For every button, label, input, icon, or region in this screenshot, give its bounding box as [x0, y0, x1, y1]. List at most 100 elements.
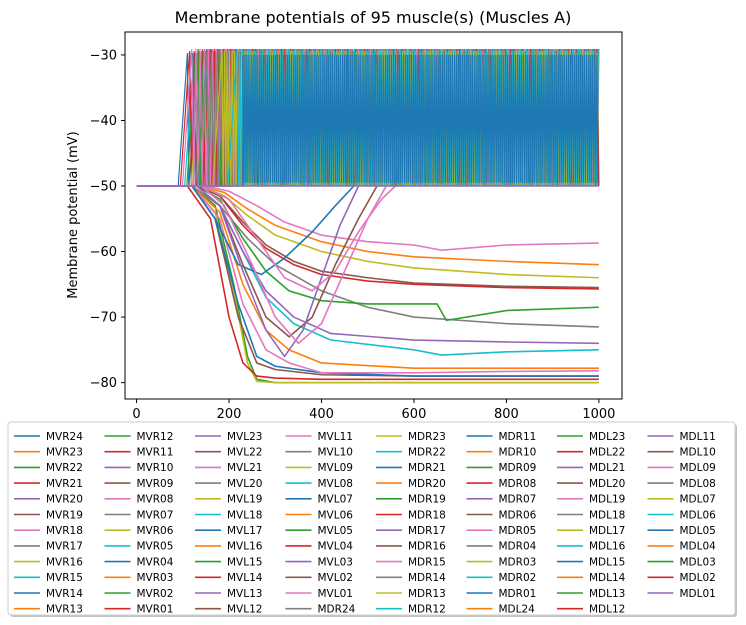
legend-label: MVL06 — [318, 509, 354, 521]
series-line — [136, 185, 599, 266]
legend-label: MDL07 — [680, 494, 716, 506]
legend-label: MDR23 — [408, 431, 446, 443]
legend-label: MVL08 — [318, 478, 353, 490]
legend-label: MVR11 — [137, 447, 174, 459]
legend-label: MVR01 — [137, 604, 174, 616]
legend-label: MDL16 — [589, 541, 626, 553]
legend-label: MDL20 — [589, 478, 625, 490]
legend-label: MVR05 — [137, 541, 174, 553]
series-line — [136, 185, 599, 369]
legend: MVR24 MVR23 MVR22 MVR21 MVR20 MVR19 MVR18 MVR17… — [7, 421, 737, 617]
legend-label: MDR17 — [408, 525, 446, 537]
legend-label: MDL14 — [589, 572, 626, 584]
legend-label: MDR18 — [408, 509, 446, 521]
legend-label: MDR05 — [499, 525, 537, 537]
legend-label: MDR08 — [499, 478, 537, 490]
y-tick-label: −80 — [90, 376, 117, 391]
legend-label: MDR21 — [408, 462, 446, 474]
x-axis: 0 200 400 600 800 1000 — [132, 399, 615, 422]
legend-label: MDL05 — [680, 525, 716, 537]
series-line-spiking — [242, 54, 599, 187]
legend-label: MVL21 — [227, 462, 262, 474]
y-tick-label: −60 — [90, 245, 117, 260]
series-line — [136, 185, 599, 374]
legend-label: MDR06 — [499, 509, 537, 521]
legend-label: MDR24 — [318, 604, 356, 616]
series-line — [136, 185, 599, 328]
legend-label: MDL03 — [680, 556, 716, 568]
legend-label: MDL15 — [589, 556, 625, 568]
legend-label: MDR22 — [408, 447, 446, 459]
legend-label: MVR19 — [46, 509, 83, 521]
legend-label: MVL13 — [227, 588, 262, 600]
y-tick-label: −40 — [90, 114, 117, 129]
series-line — [136, 185, 599, 322]
legend-label: MDL18 — [589, 509, 625, 521]
legend-label: MDR10 — [499, 447, 537, 459]
legend-label: MVL10 — [318, 447, 353, 459]
legend-label: MVL23 — [227, 431, 262, 443]
legend-label: MVR03 — [137, 572, 174, 584]
legend-label: MDR04 — [499, 541, 537, 553]
legend-label: MVL05 — [318, 525, 353, 537]
legend-label: MVR07 — [137, 509, 174, 521]
legend-label: MVR15 — [46, 572, 83, 584]
legend-label: MVR10 — [137, 462, 174, 474]
series-line — [136, 185, 355, 276]
legend-label: MDL06 — [680, 509, 717, 521]
x-tick-label: 200 — [217, 407, 242, 422]
legend-label: MDR01 — [499, 588, 537, 600]
y-tick-label: −50 — [90, 180, 117, 195]
legend-label: MVR20 — [46, 494, 83, 506]
series-line — [136, 185, 599, 381]
chart-title: Membrane potentials of 95 muscle(s) (Mus… — [175, 8, 572, 27]
y-tick-label: −30 — [90, 48, 117, 63]
legend-label: MVR14 — [46, 588, 83, 600]
legend-label: MDL08 — [680, 478, 716, 490]
legend-label: MVL09 — [318, 462, 353, 474]
legend-label: MVR13 — [46, 604, 83, 616]
legend-label: MVR18 — [46, 525, 83, 537]
x-tick-label: 800 — [494, 407, 519, 422]
legend-label: MVL20 — [227, 478, 262, 490]
legend-label: MDL19 — [589, 494, 625, 506]
legend-label: MVR12 — [137, 431, 174, 443]
legend-label: MVR02 — [137, 588, 174, 600]
y-tick-label: −70 — [90, 311, 117, 326]
legend-label: MDL17 — [589, 525, 625, 537]
legend-label: MVR24 — [46, 431, 83, 443]
legend-label: MDL11 — [680, 431, 716, 443]
x-tick-label: 400 — [309, 407, 334, 422]
plot-frame — [124, 31, 623, 400]
legend-label: MVL18 — [227, 509, 262, 521]
legend-label: MDR02 — [499, 572, 537, 584]
y-axis: −30 −40 −50 −60 −70 −80 — [90, 48, 125, 391]
legend-label: MDL22 — [589, 447, 625, 459]
legend-label: MDR13 — [408, 588, 446, 600]
legend-label: MVR06 — [137, 525, 174, 537]
legend-label: MVL17 — [227, 525, 262, 537]
legend-label: MDR15 — [408, 556, 446, 568]
x-tick-label: 0 — [132, 407, 140, 422]
legend-label: MVR09 — [137, 478, 174, 490]
legend-label: MVR21 — [46, 478, 83, 490]
legend-label: MVR17 — [46, 541, 83, 553]
legend-label: MVL15 — [227, 556, 262, 568]
legend-label: MVL14 — [227, 572, 263, 584]
legend-label: MDL12 — [589, 604, 625, 616]
series-line — [136, 185, 599, 384]
x-tick-label: 1000 — [582, 407, 615, 422]
legend-label: MDR09 — [499, 462, 537, 474]
series-line — [136, 185, 397, 292]
legend-label: MDR14 — [408, 572, 446, 584]
legend-label: MVL11 — [318, 431, 353, 443]
legend-label: MDR16 — [408, 541, 446, 553]
legend-label: MDL02 — [680, 572, 716, 584]
legend-label: MVR04 — [137, 556, 174, 568]
legend-label: MDL01 — [680, 588, 716, 600]
x-tick-label: 600 — [402, 407, 427, 422]
legend-label: MVR16 — [46, 556, 83, 568]
legend-label: MVL22 — [227, 447, 262, 459]
series-line — [136, 185, 360, 358]
